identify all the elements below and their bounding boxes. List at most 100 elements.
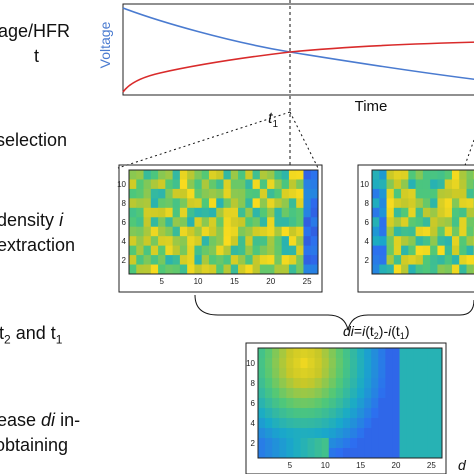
heatmap-t2-cell [393, 170, 402, 180]
heatmap-t1-cell [150, 188, 159, 199]
heatmap-t1-cell [201, 170, 210, 180]
heatmap-t2-cell [393, 264, 402, 275]
heatmap-difference-cell [385, 428, 393, 439]
heatmap-difference-cell [314, 368, 323, 379]
heatmap-t1-cell [179, 198, 188, 209]
heatmap-difference-cell [364, 408, 372, 419]
heatmap-difference-cell [427, 448, 436, 459]
heatmap-t1-cell [179, 245, 188, 256]
heatmap-difference-cell [335, 408, 344, 419]
heatmap-t1-cell [238, 245, 246, 256]
heatmap-difference-cell [272, 358, 280, 369]
heatmap-t2-cell [437, 207, 446, 218]
heatmap-difference-cell [335, 448, 344, 459]
heatmap-t1-cell [172, 179, 181, 190]
heatmap-t1-cell [281, 236, 290, 247]
heatmap-t1-cell [150, 170, 159, 180]
heatmap-t1-cell [216, 198, 224, 209]
heatmap-t1-cell [187, 255, 195, 266]
heatmap-difference-cell [399, 428, 408, 439]
heatmap-t1-cell [245, 207, 254, 218]
heatmap-t1-cell [223, 255, 232, 266]
heatmap-t2-cell [379, 236, 388, 247]
heatmap-t2-cell [459, 245, 467, 256]
heatmap-t2-cell [451, 179, 460, 190]
heatmap-difference-cell [328, 408, 337, 419]
heatmap-t1-cell [288, 188, 297, 199]
heatmap-difference-cell [307, 388, 316, 399]
heatmap-t1-cell [303, 255, 312, 266]
heatmap-difference-cell [279, 398, 287, 409]
heatmap-t1-cell [208, 264, 217, 275]
heatmap-t2-cell [379, 226, 388, 237]
heatmap-t1-cell [165, 226, 174, 237]
heatmap-difference-cell [392, 428, 401, 439]
heatmap-t1-cell [216, 226, 224, 237]
heatmap-difference-cell [385, 418, 393, 429]
heatmap-t1-cell [303, 264, 312, 275]
heatmap-t2-cell [444, 255, 453, 266]
heatmap-t2-cell [444, 264, 453, 275]
heatmap-difference-cell [371, 418, 379, 429]
heatmap-t1-cell [252, 207, 261, 218]
heatmap-t1-cell [274, 217, 283, 228]
heatmap-t1-cell [223, 188, 232, 199]
heatmap-difference-cell [350, 388, 358, 399]
heatmap-t1-cell [288, 264, 297, 275]
heatmap-t1-cell [259, 226, 268, 237]
heatmap-difference-cell [265, 388, 273, 399]
heatmap-difference-cell [321, 358, 330, 369]
heatmap-t2-cell [379, 170, 388, 180]
heatmap-t1-cell [165, 188, 174, 199]
heatmap-difference-panel [245, 342, 447, 474]
heatmap-t2-cell [451, 226, 460, 237]
heatmap-t2-cell [451, 236, 460, 247]
heatmap-t1-cell [150, 207, 159, 218]
heatmap-difference-cell [406, 408, 415, 419]
heatmap-difference-cell [364, 378, 372, 389]
heatmap-t2-cell [451, 264, 460, 275]
heatmap-difference-cell [258, 388, 266, 399]
heatmap-difference-cell [272, 418, 280, 429]
label-obtaining: obtaining [0, 435, 69, 455]
heatmap-difference-cell [272, 398, 280, 409]
heatmap-t2-cell [422, 217, 431, 228]
heatmap-difference-cell [392, 348, 401, 359]
heatmap-difference-cell [392, 368, 401, 379]
heatmap-t2-cell [386, 236, 395, 247]
heatmap-difference-cell [342, 408, 351, 419]
heatmap-difference-cell [392, 438, 401, 449]
heatmap-t1-cell [179, 226, 188, 237]
heatmap-difference-cell [286, 378, 294, 389]
heatmap-difference-cell [342, 418, 351, 429]
heatmap-difference-cell [399, 388, 408, 399]
heatmap-difference-cell [321, 418, 330, 429]
heatmap-t1-cell [252, 188, 261, 199]
heatmap-difference-cell [371, 368, 379, 379]
heatmap-t1-cell [216, 188, 224, 199]
heatmap-t2-cell [401, 207, 409, 218]
heatmap-t1-cell [201, 179, 210, 190]
heatmap-difference-cell [371, 388, 379, 399]
heatmap-difference-cell [342, 388, 351, 399]
heatmap-t2-cell [415, 245, 424, 256]
label-plot-suffix: t [34, 46, 40, 66]
heatmap-t2-cell [422, 207, 431, 218]
heatmap-difference-cell [265, 438, 273, 449]
heatmap-difference-cell [364, 418, 372, 429]
heatmap-difference-cell [342, 358, 351, 369]
heatmap-difference-cell [265, 408, 273, 419]
heatmap-t1-cell [187, 188, 195, 199]
heatmap-t2-cell [422, 226, 431, 237]
heatmap-difference-cell [258, 348, 266, 359]
heatmap-difference-cell [420, 418, 429, 429]
heatmap-t1-cell [238, 207, 246, 218]
heatmap-t1-cell [245, 170, 254, 180]
heatmap-difference-cell [364, 398, 372, 409]
heatmap-t1-cell [143, 236, 152, 247]
heatmap-t1-cell [179, 236, 188, 247]
heatmap-t1-cell [274, 188, 283, 199]
heatmap-t2-cell [415, 255, 424, 266]
heatmap-t1-cell [310, 255, 319, 266]
